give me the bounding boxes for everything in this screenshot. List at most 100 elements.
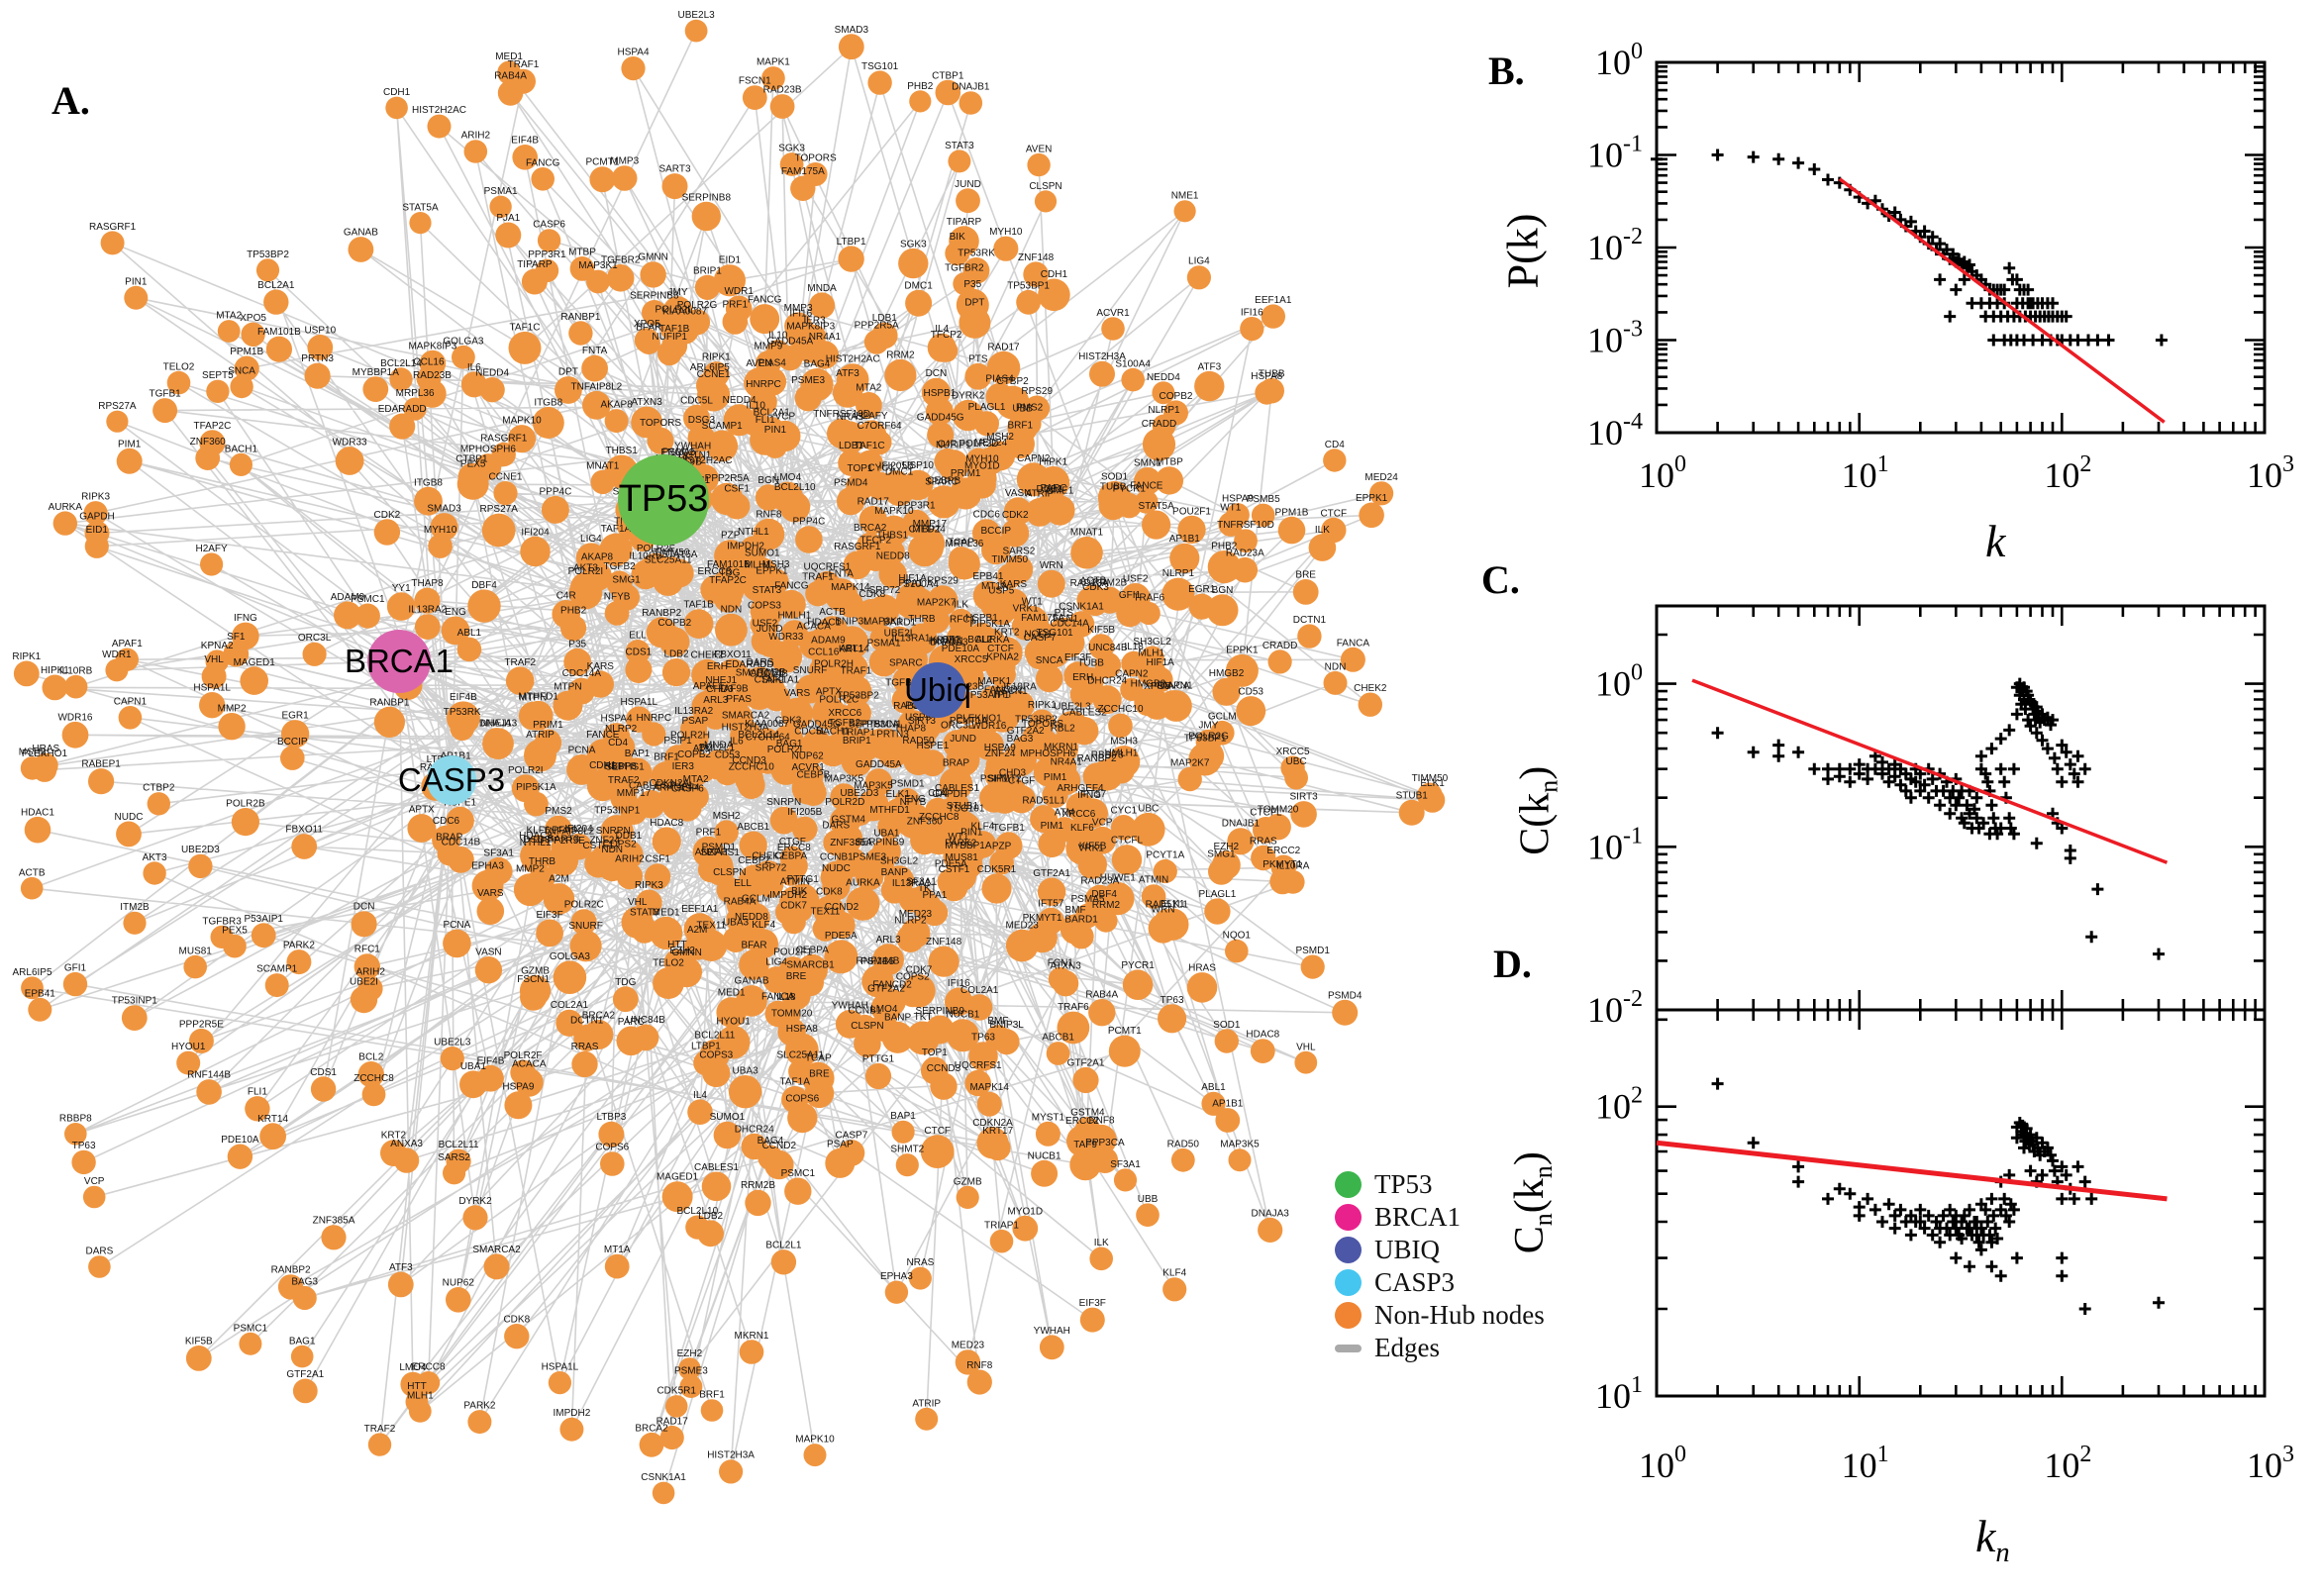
network-node[interactable] [1001,519,1030,548]
network-node[interactable] [696,371,724,400]
network-node[interactable] [428,534,453,558]
network-node[interactable] [612,986,639,1013]
network-node[interactable] [1108,1035,1141,1067]
network-node[interactable] [280,746,305,770]
network-node[interactable] [1057,1011,1090,1045]
network-node[interactable] [881,1021,914,1053]
network-node[interactable] [661,791,691,821]
network-node[interactable] [636,889,662,917]
network-node[interactable] [598,1121,625,1147]
network-node[interactable] [838,246,864,272]
network-node[interactable] [1227,828,1255,855]
network-node[interactable] [712,568,745,601]
network-node[interactable] [440,1047,464,1071]
network-node[interactable] [467,589,501,623]
network-node[interactable] [1208,858,1235,885]
network-node[interactable] [1052,817,1077,843]
network-node[interactable] [1206,594,1239,627]
network-node[interactable] [784,1177,812,1205]
network-node[interactable] [809,292,836,319]
network-node[interactable] [1083,591,1108,616]
network-node[interactable] [1212,677,1241,706]
network-node[interactable] [762,434,788,458]
network-node[interactable] [441,616,470,646]
network-node[interactable] [745,1189,771,1217]
network-node[interactable] [856,392,882,419]
network-node[interactable] [769,806,798,835]
network-node[interactable] [920,1135,955,1168]
network-node[interactable] [310,1076,337,1102]
network-node[interactable] [1158,1004,1187,1034]
network-node[interactable] [570,909,597,936]
network-node[interactable] [989,1229,1014,1253]
network-node[interactable] [920,1056,949,1085]
network-node[interactable] [116,821,142,848]
network-node[interactable] [414,587,441,614]
network-node[interactable] [739,831,767,859]
network-node[interactable] [568,321,593,346]
network-node[interactable] [905,722,931,748]
network-node[interactable] [856,449,883,478]
network-node[interactable] [584,849,613,878]
network-node[interactable] [446,806,474,836]
network-node[interactable] [884,358,917,392]
network-node[interactable] [780,697,814,731]
network-node[interactable] [923,607,950,634]
network-node[interactable] [483,728,510,753]
network-node[interactable] [832,377,863,408]
network-node[interactable] [1162,577,1195,611]
network-node[interactable] [705,856,735,886]
network-node[interactable] [350,985,378,1014]
network-node[interactable] [781,1086,809,1114]
network-node[interactable] [659,627,690,657]
network-node[interactable] [443,929,471,958]
network-node[interactable] [199,692,226,719]
network-node[interactable] [795,674,825,704]
network-node[interactable] [1012,735,1039,761]
network-node[interactable] [773,748,806,780]
network-node[interactable] [484,856,513,885]
network-node[interactable] [1035,664,1063,693]
network-node[interactable] [902,469,934,501]
network-node[interactable] [1094,909,1118,933]
network-node[interactable] [476,897,505,925]
network-node[interactable] [414,486,443,516]
network-node[interactable] [586,769,619,802]
network-node[interactable] [795,526,823,553]
network-node[interactable] [652,827,681,856]
network-node[interactable] [625,640,651,664]
network-node[interactable] [934,448,960,475]
network-node[interactable] [606,264,635,292]
network-node[interactable] [223,641,250,667]
network-node[interactable] [524,791,549,817]
network-node[interactable] [373,706,405,739]
network-node[interactable] [986,350,1021,385]
network-node[interactable] [1108,756,1135,784]
network-node[interactable] [835,626,869,659]
network-node[interactable] [937,868,964,896]
network-node[interactable] [925,1015,955,1045]
network-node[interactable] [913,892,942,922]
network-node[interactable] [1169,543,1200,573]
network-node[interactable] [407,814,437,843]
network-node[interactable] [403,397,427,421]
network-node[interactable] [972,519,1001,548]
network-node[interactable] [645,863,671,890]
network-node[interactable] [1154,909,1180,935]
network-node[interactable] [493,481,518,506]
network-node[interactable] [1078,798,1108,829]
network-node[interactable] [1207,550,1241,584]
network-node[interactable] [723,492,751,520]
network-node[interactable] [520,983,548,1011]
network-node[interactable] [510,1059,536,1086]
network-node[interactable] [571,1050,598,1078]
network-node[interactable] [1134,467,1162,495]
network-node[interactable] [750,304,780,335]
network-node[interactable] [908,533,942,567]
network-node[interactable] [896,924,925,953]
network-node[interactable] [1092,685,1122,715]
network-node[interactable] [946,1019,979,1052]
network-node[interactable] [1088,999,1116,1027]
network-node[interactable] [218,713,246,741]
network-node[interactable] [683,934,711,960]
